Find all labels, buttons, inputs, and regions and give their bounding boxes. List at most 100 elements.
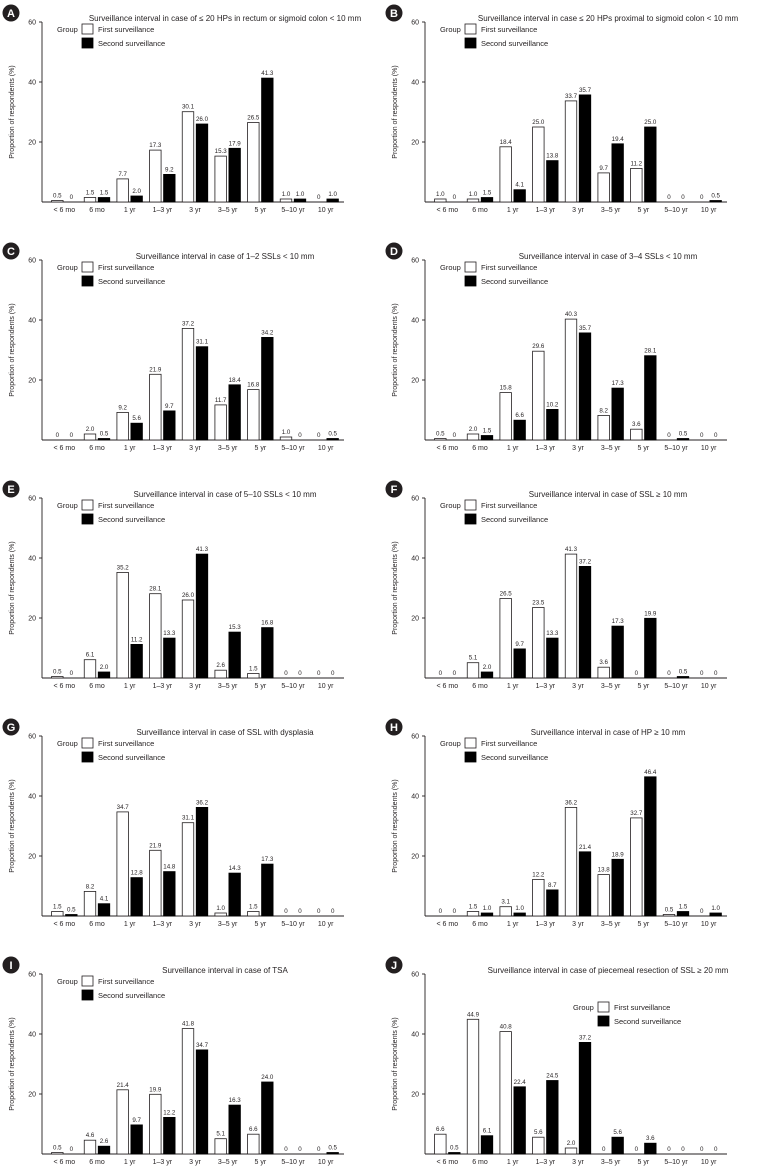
bar-first-surveillance [532, 878, 545, 917]
bar-second-surveillance [611, 625, 624, 679]
data-label: 18.4 [500, 139, 513, 146]
y-tick-label: 60 [28, 258, 36, 265]
data-label: 0.5 [679, 669, 688, 676]
data-label: 25.0 [532, 119, 545, 126]
panel-e: E Surveillance interval in case of 5–10 S… [2, 480, 344, 690]
bar-second-surveillance [228, 384, 241, 441]
legend-swatch-first [81, 261, 94, 273]
panel-a: A Surveillance interval in case of ≤ 20 H… [2, 4, 361, 214]
x-tick-label: 3–5 yr [218, 921, 238, 928]
y-tick-label: 20 [411, 140, 419, 147]
data-label: 2.6 [100, 1138, 109, 1145]
bar-second-surveillance [228, 631, 241, 679]
legend-label-first: First surveillance [481, 501, 537, 510]
x-tick-label: 1–3 yr [153, 207, 173, 214]
bar-second-surveillance [644, 1142, 657, 1155]
bar-first-surveillance [181, 599, 195, 679]
data-label: 21.4 [579, 844, 592, 851]
data-label: 1.0 [515, 905, 524, 912]
x-tick-label: 3–5 yr [601, 445, 621, 452]
data-label: 0.5 [679, 431, 688, 438]
data-label: 16.3 [229, 1097, 242, 1104]
data-label: 1.0 [216, 905, 225, 912]
x-tick-label: 1–3 yr [153, 921, 173, 928]
y-axis-label: Proportion of respondents (%) [9, 65, 16, 158]
y-tick-label: 60 [28, 734, 36, 741]
panel-letter: F [391, 484, 398, 496]
legend-title: Group [57, 501, 78, 510]
bar-second-surveillance [644, 776, 657, 917]
data-label: 26.0 [182, 592, 195, 599]
legend-swatch-second [81, 275, 94, 287]
legend-swatch-second [597, 1015, 610, 1027]
bar-second-surveillance [326, 438, 339, 441]
data-label: 36.2 [565, 799, 578, 806]
data-label: 9.7 [165, 403, 174, 410]
data-label: 16.8 [261, 620, 274, 627]
bar-first-surveillance [116, 1089, 129, 1155]
panel-badge [385, 956, 403, 974]
bar-first-surveillance [466, 662, 480, 679]
data-label: 17.3 [149, 142, 162, 149]
legend-label-first: First surveillance [98, 25, 154, 34]
x-tick-label: 6 mo [472, 921, 488, 928]
legend-swatch-first [81, 975, 94, 987]
bar-first-surveillance [181, 1028, 195, 1155]
data-label: 0 [453, 432, 457, 439]
chart-title: Surveillance interval in case of 1–2 SSL… [136, 252, 315, 261]
data-label: 1.0 [711, 905, 720, 912]
x-tick-label: 10 yr [701, 683, 717, 690]
x-tick-label: < 6 mo [437, 1159, 459, 1166]
bar-second-surveillance [513, 1086, 526, 1155]
data-label: 33.7 [565, 93, 578, 100]
y-tick-label: 20 [411, 854, 419, 861]
data-label: 0 [453, 908, 457, 915]
data-label: 34.2 [261, 329, 274, 336]
data-label: 2.6 [216, 662, 225, 669]
data-label: 2.0 [567, 1140, 576, 1147]
x-tick-label: 1–3 yr [153, 683, 173, 690]
x-tick-label: 5 yr [254, 445, 266, 452]
bar-second-surveillance [546, 408, 559, 441]
data-label: 0 [298, 908, 302, 915]
x-tick-label: 10 yr [318, 207, 334, 214]
x-tick-label: 1–3 yr [153, 1159, 173, 1166]
data-label: 13.3 [546, 630, 559, 637]
x-tick-label: 5 yr [637, 1159, 649, 1166]
bar-first-surveillance [83, 890, 97, 917]
data-label: 1.5 [483, 190, 492, 197]
x-tick-label: 3–5 yr [601, 207, 621, 214]
x-tick-label: < 6 mo [54, 683, 76, 690]
data-label: 2.0 [86, 426, 95, 433]
data-label: 5.6 [534, 1129, 543, 1136]
data-label: 0 [667, 1146, 671, 1153]
data-label: 15.8 [500, 385, 513, 392]
bar-first-surveillance [83, 197, 97, 203]
data-label: 35.7 [579, 325, 592, 332]
y-tick-label: 60 [411, 496, 419, 503]
data-label: 7.7 [118, 171, 127, 178]
bar-second-surveillance [578, 1042, 592, 1155]
panel-badge [2, 956, 20, 974]
bar-second-surveillance [513, 189, 526, 203]
bar-first-surveillance [564, 553, 578, 679]
bar-second-surveillance [513, 419, 526, 441]
data-label: 1.0 [282, 191, 291, 198]
panel-h: H Surveillance interval in case of HP ≥ 1… [385, 718, 727, 928]
data-label: 9.2 [118, 404, 127, 411]
x-tick-label: 6 mo [89, 921, 105, 928]
x-tick-label: 5–10 yr [664, 921, 688, 928]
x-tick-label: < 6 mo [54, 1159, 76, 1166]
data-label: 0 [700, 194, 704, 201]
x-tick-label: 1–3 yr [536, 921, 556, 928]
legend-title: Group [57, 739, 78, 748]
x-tick-label: < 6 mo [54, 921, 76, 928]
y-tick-label: 60 [411, 20, 419, 27]
data-label: 0 [331, 670, 335, 677]
data-label: 37.2 [579, 558, 592, 565]
bar-first-surveillance [499, 906, 512, 917]
bar-second-surveillance [513, 648, 526, 679]
data-label: 41.3 [261, 70, 274, 77]
data-label: 0 [70, 670, 74, 677]
